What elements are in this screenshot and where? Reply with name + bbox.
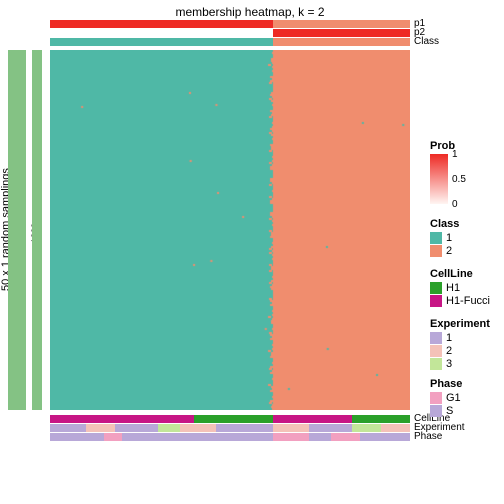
legend-label: G1 bbox=[446, 392, 461, 404]
legend-item: 1 bbox=[430, 332, 490, 344]
legend-prob: Prob10.50 bbox=[430, 140, 455, 204]
track-segment bbox=[273, 20, 410, 28]
legend-swatch bbox=[430, 245, 442, 257]
track-segment bbox=[194, 415, 273, 423]
track-label: Phase bbox=[414, 431, 442, 442]
track-segment bbox=[50, 433, 104, 441]
legend-label: H1 bbox=[446, 282, 460, 294]
track-segment bbox=[216, 424, 274, 432]
track-segment bbox=[273, 29, 410, 37]
legend-phase: Phase G1S bbox=[430, 378, 462, 418]
legend-item: 2 bbox=[430, 345, 490, 357]
legend-experiment: Experiment 123 bbox=[430, 318, 490, 371]
legend-label: 2 bbox=[446, 245, 452, 257]
track-segment bbox=[352, 415, 410, 423]
track-segment bbox=[309, 433, 331, 441]
legend-label: 1 bbox=[446, 332, 452, 344]
legend-tick: 0 bbox=[452, 199, 458, 210]
legend-swatch bbox=[430, 345, 442, 357]
legend-swatch bbox=[430, 358, 442, 370]
legend-item: 1 bbox=[430, 232, 459, 244]
legend-item: 2 bbox=[430, 245, 459, 257]
track-segment bbox=[50, 20, 273, 28]
legend-item: 3 bbox=[430, 358, 490, 370]
legend-cellline: CellLine H1H1-Fucci bbox=[430, 268, 490, 308]
track-segment bbox=[50, 29, 273, 37]
track-segment bbox=[381, 424, 410, 432]
track-segment bbox=[50, 424, 86, 432]
legend-item: S bbox=[430, 405, 462, 417]
track-segment bbox=[115, 424, 158, 432]
left-sidebar-bar-2 bbox=[32, 50, 42, 410]
legend-label: S bbox=[446, 405, 453, 417]
legend-class: Class 12 bbox=[430, 218, 459, 258]
track-segment bbox=[158, 424, 180, 432]
legend-item: H1-Fucci bbox=[430, 295, 490, 307]
track-segment bbox=[50, 415, 194, 423]
track-segment bbox=[273, 38, 410, 46]
legend-swatch bbox=[430, 392, 442, 404]
track-segment bbox=[86, 424, 115, 432]
legend-title: CellLine bbox=[430, 268, 490, 280]
track-segment bbox=[331, 433, 360, 441]
legend-swatch bbox=[430, 332, 442, 344]
track-segment bbox=[122, 433, 273, 441]
legend-title: Phase bbox=[430, 378, 462, 390]
legend-item: G1 bbox=[430, 392, 462, 404]
track-segment bbox=[273, 424, 309, 432]
chart-title: membership heatmap, k = 2 bbox=[150, 5, 350, 19]
legend-title: Class bbox=[430, 218, 459, 230]
legend-label: 3 bbox=[446, 358, 452, 370]
track-segment bbox=[104, 433, 122, 441]
legend-swatch bbox=[430, 405, 442, 417]
legend-swatch bbox=[430, 282, 442, 294]
legend-swatch bbox=[430, 295, 442, 307]
track-segment bbox=[352, 424, 381, 432]
left-sidebar-bar-1 bbox=[8, 50, 26, 410]
legend-tick: 1 bbox=[452, 149, 458, 160]
heatmap-body bbox=[50, 50, 410, 410]
track-segment bbox=[360, 433, 410, 441]
legend-swatch bbox=[430, 232, 442, 244]
track-segment bbox=[273, 415, 287, 423]
legend-tick: 0.5 bbox=[452, 174, 466, 185]
legend-label: 1 bbox=[446, 232, 452, 244]
track-segment bbox=[273, 433, 309, 441]
legend-item: H1 bbox=[430, 282, 490, 294]
legend-label: H1-Fucci bbox=[446, 295, 490, 307]
track-segment bbox=[288, 415, 353, 423]
track-segment bbox=[180, 424, 216, 432]
legend-gradient: 10.50 bbox=[430, 154, 448, 204]
track-label: Class bbox=[414, 36, 439, 47]
track-segment bbox=[50, 38, 273, 46]
legend-label: 2 bbox=[446, 345, 452, 357]
track-segment bbox=[309, 424, 352, 432]
legend-title: Experiment bbox=[430, 318, 490, 330]
